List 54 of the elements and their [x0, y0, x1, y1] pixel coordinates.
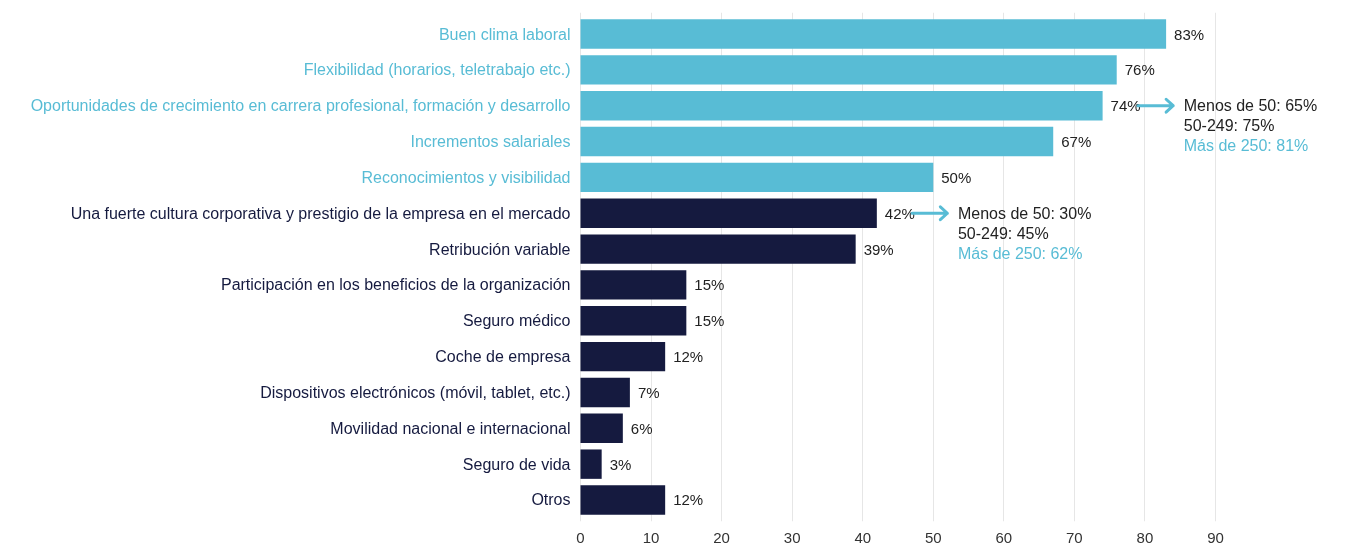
x-tick-label: 80 [1136, 528, 1154, 546]
y-tick-label: Incrementos salariales [410, 133, 571, 151]
x-tick-label: 40 [854, 528, 872, 546]
x-tick-label: 10 [642, 528, 660, 546]
y-tick-label: Otros [531, 491, 571, 509]
bar [580, 91, 1103, 121]
data-label: 42% [884, 204, 915, 222]
data-label: 3% [609, 455, 632, 473]
y-tick-label: Flexibilidad (horarios, teletrabajo etc.) [303, 61, 571, 79]
y-tick-label: Una fuerte cultura corporativa y prestigio de la empresa en el mercado [70, 204, 571, 222]
x-tick-label: 50 [924, 528, 942, 546]
y-tick-label: Buen clima laboral [438, 25, 571, 43]
y-tick-label: Retribución variable [429, 240, 571, 258]
bar [580, 162, 934, 193]
y-tick-label: Oportunidades de crecimiento en carrera profesional, formación y desarrollo [30, 97, 571, 115]
annotation: Menos de 50: 65% 50-249: 75% Más de 250: 81% [1183, 97, 1318, 155]
x-tick-label: 90 [1207, 528, 1224, 546]
x-tick-label: 30 [783, 528, 801, 546]
y-tick-label: Movilidad nacional e internacional [330, 419, 571, 437]
data-label: 15% [694, 276, 725, 294]
data-label: 6% [630, 419, 653, 437]
x-tick-label: 20 [713, 528, 730, 546]
data-label: 12% [673, 491, 704, 509]
x-tick-label: 70 [1066, 528, 1083, 546]
y-tick-label: Seguro de vida [462, 455, 571, 473]
data-label: 74% [1110, 97, 1141, 115]
y-tick-label: Participación en los beneficios de la organización [220, 276, 571, 294]
data-label: 76% [1124, 61, 1155, 79]
data-label: 15% [694, 312, 725, 330]
bar [580, 198, 877, 228]
y-tick-label: Dispositivos electrónicos (móvil, tablet, etc.) [260, 383, 571, 401]
bar [580, 377, 630, 408]
bar [580, 485, 666, 515]
bar [580, 413, 623, 443]
bar [580, 306, 687, 336]
bar [580, 234, 856, 264]
bar [580, 341, 666, 372]
x-tick-label: 60 [995, 528, 1013, 546]
annotation: Menos de 50: 30% 50-249: 45% Más de 250: 62% [957, 204, 1092, 262]
bar [580, 126, 1054, 157]
data-label: 39% [863, 240, 894, 258]
bar [580, 270, 687, 300]
data-label: 50% [941, 168, 972, 186]
y-tick-label: Coche de empresa [435, 348, 571, 366]
data-label: 12% [673, 348, 704, 366]
bar [580, 449, 602, 479]
bar [580, 55, 1117, 85]
y-tick-label: Seguro médico [462, 312, 571, 330]
data-label: 83% [1174, 25, 1205, 43]
data-label: 7% [637, 383, 660, 401]
data-label: 67% [1061, 133, 1092, 151]
bar [580, 19, 1167, 49]
y-tick-label: Reconocimientos y visibilidad [361, 168, 571, 186]
x-tick-label: 0 [576, 528, 585, 546]
